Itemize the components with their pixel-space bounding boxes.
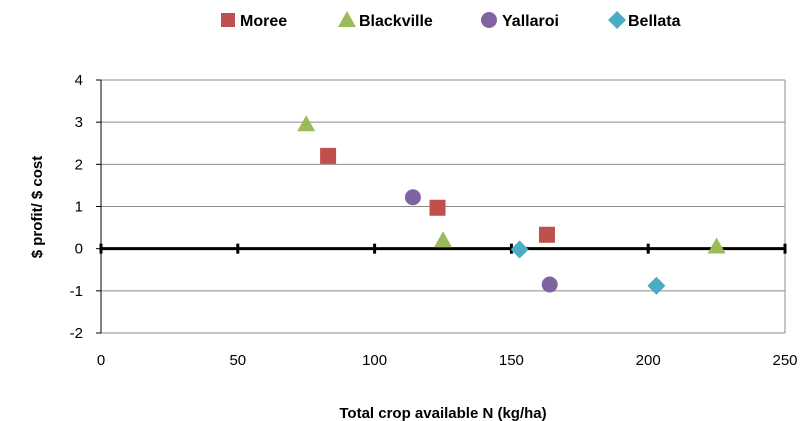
y-tick-label: 1 — [75, 199, 83, 216]
data-point-yallaroi — [541, 276, 558, 293]
y-axis-title: $ profit/ $ cost — [29, 156, 46, 259]
data-point-moree — [320, 147, 337, 164]
legend-marker-yallaroi — [481, 12, 497, 28]
tick-labels: -2 -1 0 1 2 3 4 0 50 100 150 200 250 — [70, 72, 798, 369]
legend-item-moree: Moree — [221, 13, 287, 30]
legend-marker-blackville — [338, 11, 356, 27]
legend-label: Bellata — [628, 13, 681, 30]
legend-label: Yallaroi — [502, 13, 559, 30]
y-tick-label: 0 — [75, 241, 83, 258]
data-point-bellata — [647, 276, 666, 295]
y-tick-label: -2 — [70, 325, 83, 342]
x-tick-label: 200 — [636, 352, 661, 369]
data-point-blackville — [707, 237, 726, 254]
data-point-blackville — [297, 115, 316, 132]
x-tick-label: 250 — [772, 352, 797, 369]
data-point-moree — [429, 199, 446, 216]
y-tick-label: 2 — [75, 156, 83, 173]
legend-item-bellata: Bellata — [608, 11, 681, 30]
x-axis-title: Total crop available N (kg/ha) — [339, 405, 546, 421]
data-point-bellata — [510, 240, 529, 259]
data-point-blackville — [434, 231, 452, 248]
x-tick-label: 150 — [499, 352, 524, 369]
data-point-moree — [538, 226, 555, 243]
legend-marker-bellata — [608, 11, 626, 29]
legend-item-blackville: Blackville — [338, 11, 433, 30]
axes — [96, 79, 787, 334]
y-tick-label: 3 — [75, 114, 83, 131]
data-points — [297, 115, 726, 295]
legend-marker-moree — [221, 13, 235, 27]
legend: Moree Blackville Yallaroi Bellata — [221, 11, 681, 30]
x-tick-label: 0 — [97, 352, 105, 369]
data-point-yallaroi — [404, 189, 421, 206]
y-tick-label: 4 — [75, 72, 83, 89]
x-tick-label: 50 — [229, 352, 246, 369]
legend-item-yallaroi: Yallaroi — [481, 12, 559, 30]
y-tick-label: -1 — [70, 283, 83, 300]
legend-label: Blackville — [359, 13, 433, 30]
x-tick-label: 100 — [362, 352, 387, 369]
legend-label: Moree — [240, 13, 287, 30]
